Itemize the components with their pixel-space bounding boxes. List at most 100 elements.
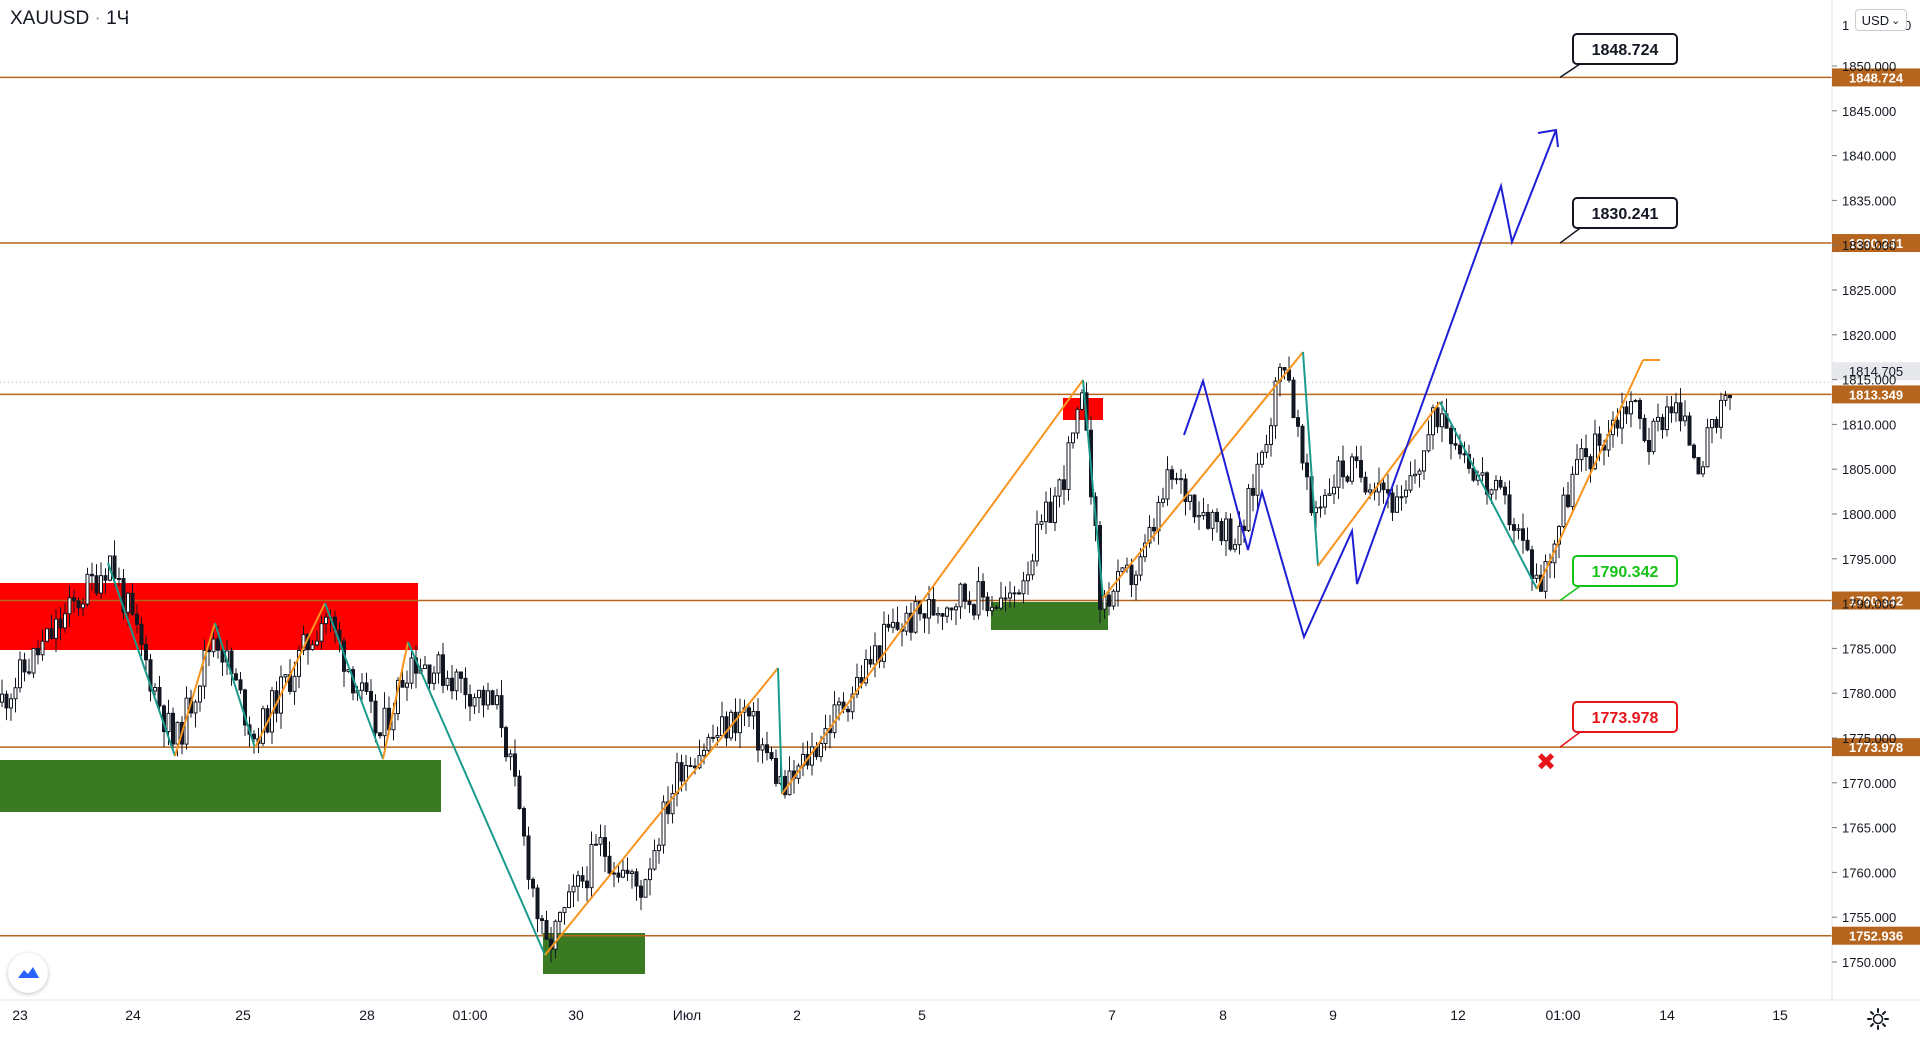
horizontal-levels[interactable] [0,76,1832,937]
candle-body [1674,402,1678,414]
candle-body [9,698,13,709]
candle-body [166,712,171,733]
candle-body [1381,482,1386,491]
candle-body [1017,592,1021,595]
candle-body [963,583,967,602]
demand-zone [991,602,1108,630]
candle-body [675,762,679,795]
candle-body [1480,472,1485,476]
callout-box [1572,197,1678,229]
level-price-label: 1813.349 [1849,387,1903,402]
candle-body [427,664,432,684]
candle-body [972,604,976,616]
candle-body [238,679,243,691]
candle-body [243,689,247,726]
candle-body [319,623,324,642]
candle-body [1138,556,1143,576]
candle-body [1332,486,1336,495]
candle-body [1224,518,1228,542]
candle-body [625,869,630,874]
candle-body [1062,479,1066,490]
candle-body [580,875,585,882]
zigzag-up-line [254,602,326,749]
price-tick-label: 1760.000 [1842,865,1896,880]
candle-body [994,606,999,609]
symbol-title[interactable]: XAUUSD · 1Ч [10,8,129,30]
time-axis-label: 30 [568,1007,584,1023]
candle-body [936,613,940,616]
candle-body [1489,489,1494,495]
candle-body [585,880,589,889]
callout-box [1572,555,1678,587]
candle-body [1579,448,1584,461]
candle-body [207,649,211,653]
candle-body [1494,479,1498,491]
candle-body [927,599,931,619]
candle-body [562,907,567,913]
candle-body [1035,523,1039,562]
candle-body [1206,511,1210,529]
candle-body [1111,590,1116,607]
candle-body [1260,451,1264,465]
time-axis-label: 8 [1219,1007,1227,1023]
candle-body [1458,444,1462,455]
candle-body [1264,443,1269,453]
candle-body [535,887,540,920]
candle-body [949,607,954,611]
candle-body [891,621,895,628]
price-tick-label: 1830.000 [1842,238,1896,253]
candle-body [958,583,963,608]
candle-body [499,695,504,729]
candle-body [1705,427,1710,468]
candle-body [94,575,99,594]
price-tick-label: 1780.000 [1842,686,1896,701]
candle-body [1395,496,1399,513]
candle-body [765,744,769,754]
candle-body [495,695,499,706]
level-price-tag [1832,68,1920,87]
candle-body [1080,392,1084,410]
candle-body [1390,492,1395,513]
demand-zone [543,933,645,974]
candle-body [1066,442,1071,490]
candle-body [589,843,594,889]
currency-button[interactable]: USD ⌄ [1855,9,1907,31]
candle-body [1120,567,1125,573]
price-tick-label: 0 [1904,18,1911,33]
candle-body [1161,498,1165,503]
candle-body [261,708,265,744]
level-price-tag [1832,385,1920,404]
candle-body [481,689,486,706]
candle-body [909,612,913,633]
tradingview-logo-icon[interactable] [8,953,48,993]
candle-body [751,710,756,717]
time-axis-label: 5 [918,1007,926,1023]
candle-body [1696,456,1701,475]
price-tick-label: 1765.000 [1842,821,1896,836]
gear-icon[interactable] [1864,1005,1892,1033]
candle-body [81,603,85,609]
candle-body [1251,487,1255,496]
time-axis-label: 9 [1329,1007,1337,1023]
candle-body [463,677,468,696]
candle-body [1323,494,1327,508]
candle-body [1363,476,1368,493]
candle-body [135,613,139,625]
candle-body [1714,418,1719,428]
candle-body [175,721,180,745]
candle-body [513,753,517,777]
time-axis-label: 01:00 [1545,1007,1580,1023]
candle-body [423,664,427,670]
candle-body [1008,592,1012,599]
symbol-name: XAUUSD [10,8,90,29]
candle-body [297,649,301,677]
candle-body [508,753,513,758]
candle-body [648,868,652,881]
zones [0,398,1108,974]
zigzag-down-line [324,602,384,760]
candle-body [283,674,288,678]
candle-body [1174,478,1179,481]
candle-body [1359,460,1363,478]
